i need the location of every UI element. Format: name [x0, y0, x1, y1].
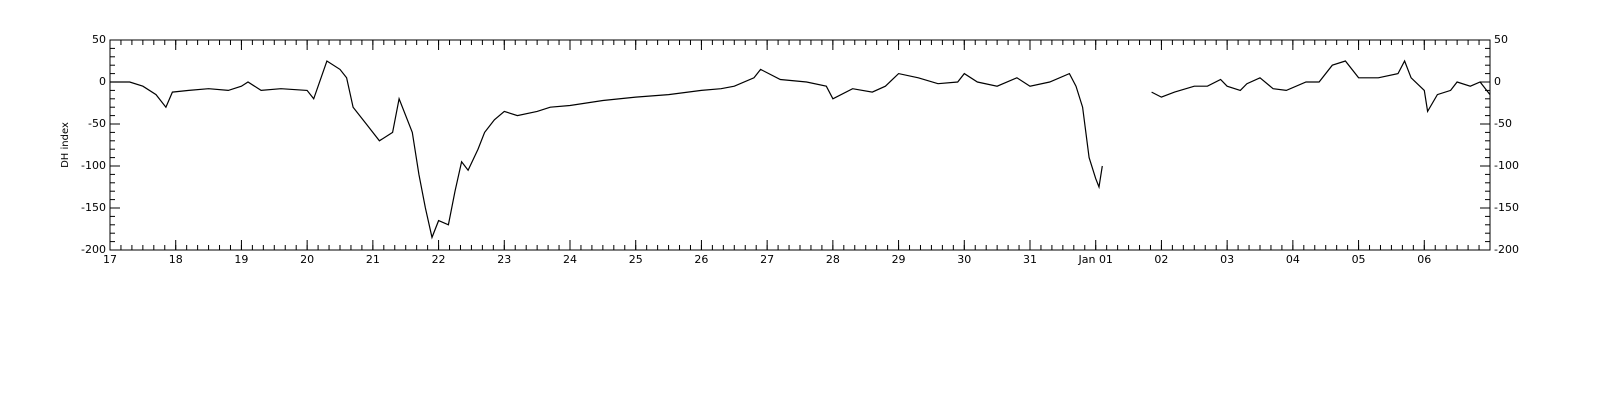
x-tick-label: 19: [234, 253, 248, 266]
x-tick-label: 27: [760, 253, 774, 266]
y-tick-label: 0: [99, 75, 106, 88]
y2-tick-label: -100: [1494, 159, 1519, 172]
x-tick-label: 17: [103, 253, 117, 266]
x-tick-label: 20: [300, 253, 314, 266]
y-tick-label: -100: [81, 159, 106, 172]
x-tick-label: 25: [629, 253, 643, 266]
x-tick-label: 05: [1352, 253, 1366, 266]
y2-tick-label: -200: [1494, 243, 1519, 256]
x-tick-label: 24: [563, 253, 577, 266]
y2-tick-label: 50: [1494, 33, 1508, 46]
y-axis-label: DH index: [60, 122, 71, 168]
y2-tick-label: -150: [1494, 201, 1519, 214]
y2-tick-label: -50: [1494, 117, 1512, 130]
x-tick-label: 26: [694, 253, 708, 266]
y2-tick-label: 0: [1494, 75, 1501, 88]
x-tick-label: 22: [432, 253, 446, 266]
x-tick-label: Jan 01: [1077, 253, 1112, 266]
x-tick-label: 06: [1417, 253, 1431, 266]
x-tick-label: 23: [497, 253, 511, 266]
x-tick-label: 31: [1023, 253, 1037, 266]
x-tick-label: 02: [1154, 253, 1168, 266]
x-tick-label: 03: [1220, 253, 1234, 266]
x-tick-label: 04: [1286, 253, 1300, 266]
x-tick-label: 18: [169, 253, 183, 266]
x-tick-label: 28: [826, 253, 840, 266]
y-tick-label: -200: [81, 243, 106, 256]
data-line: [110, 59, 1491, 240]
x-tick-label: 30: [957, 253, 971, 266]
y-tick-label: 50: [92, 33, 106, 46]
x-tick-label: 21: [366, 253, 380, 266]
y-tick-label: -50: [88, 117, 106, 130]
plot-frame: [109, 39, 1491, 251]
y-tick-label: -150: [81, 201, 106, 214]
x-tick-label: 29: [892, 253, 906, 266]
